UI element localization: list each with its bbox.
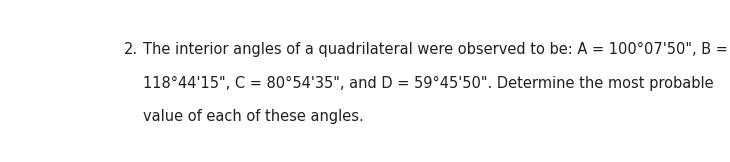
Text: 118°44'15", C = 80°54'35", and D = 59°45'50". Determine the most probable: 118°44'15", C = 80°54'35", and D = 59°45… (143, 75, 714, 91)
Text: 2.: 2. (124, 42, 138, 57)
Text: The interior angles of a quadrilateral were observed to be: A = 100°07'50", B =: The interior angles of a quadrilateral w… (143, 42, 728, 57)
Text: value of each of these angles.: value of each of these angles. (143, 109, 364, 124)
